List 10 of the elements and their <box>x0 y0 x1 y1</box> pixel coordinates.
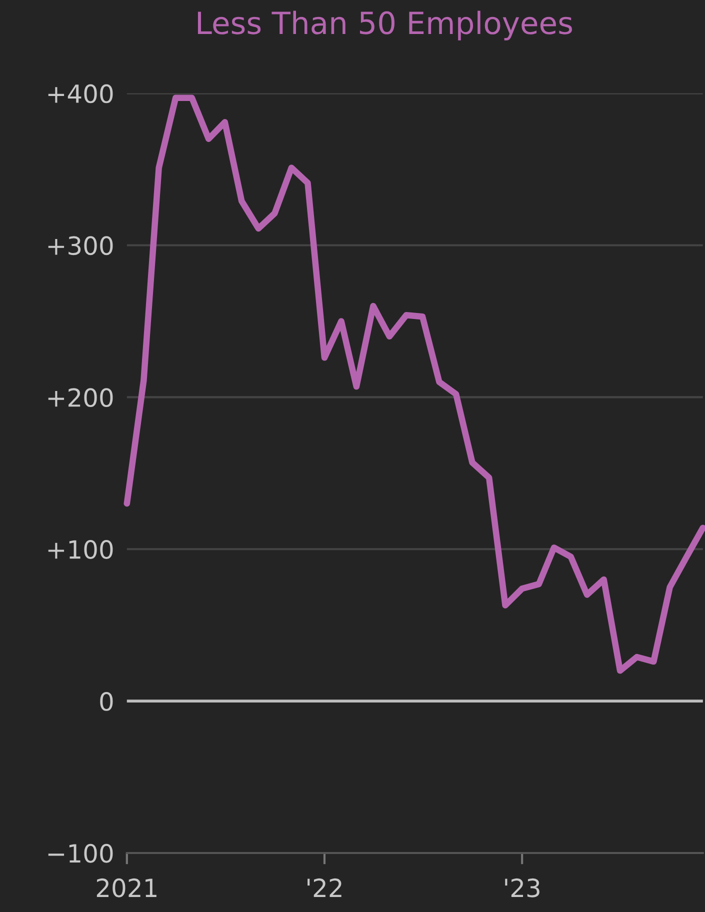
x-tick-label: '22 <box>308 878 342 897</box>
y-tick-label: +100 <box>48 540 113 559</box>
x-tick-label: '23 <box>505 878 540 898</box>
y-tick-label: +400 <box>48 84 113 104</box>
y-tick-label: 0 <box>100 692 113 711</box>
y-tick-label: +300 <box>48 236 113 256</box>
y-tick-label: +200 <box>48 388 113 408</box>
chart-title: Less Than 50 Employees <box>198 10 572 40</box>
y-tick-label: −100 <box>48 844 113 863</box>
x-tick-label: 2021 <box>96 878 156 898</box>
